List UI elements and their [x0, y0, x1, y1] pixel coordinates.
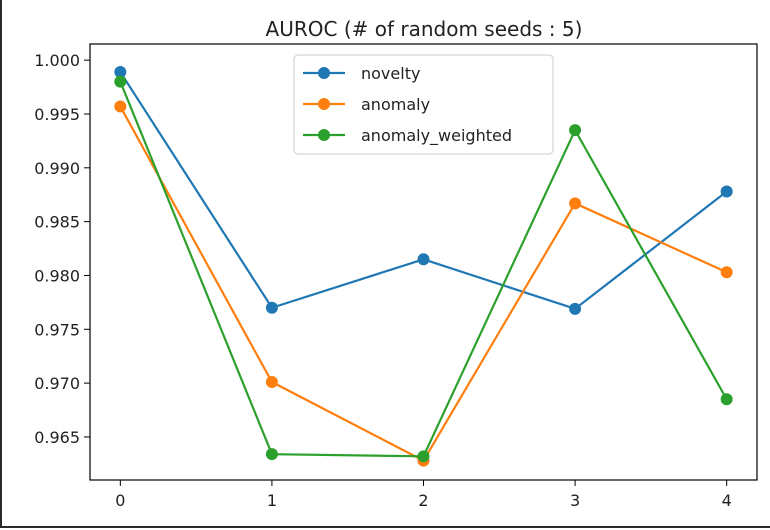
legend-label: anomaly_weighted	[361, 126, 512, 146]
legend-item: anomaly	[303, 95, 430, 114]
legend-item: novelty	[303, 64, 420, 83]
series-anomaly-weighted	[114, 75, 733, 463]
data-point	[720, 393, 733, 406]
chart-title: AUROC (# of random seeds : 5)	[266, 17, 583, 41]
x-tick-label: 3	[570, 491, 580, 510]
data-point	[720, 266, 733, 279]
legend-label: novelty	[361, 64, 420, 83]
series-novelty	[114, 65, 733, 315]
y-tick-label: 0.965	[34, 428, 80, 447]
data-point	[265, 376, 278, 389]
legend-label: anomaly	[361, 95, 430, 114]
y-tick-label: 0.985	[34, 213, 80, 232]
data-point	[569, 197, 582, 210]
data-point	[720, 185, 733, 198]
data-point	[114, 65, 127, 78]
legend-marker	[318, 67, 330, 79]
x-tick-label: 2	[418, 491, 428, 510]
data-point	[417, 253, 430, 266]
data-point	[417, 450, 430, 463]
y-tick-label: 0.995	[34, 105, 80, 124]
data-point	[114, 100, 127, 113]
series-anomaly	[114, 100, 733, 467]
legend-box	[293, 54, 554, 155]
legend-item: anomaly_weighted	[303, 126, 512, 146]
legend-marker	[318, 98, 330, 110]
data-point	[265, 301, 278, 314]
series-line	[119, 105, 728, 463]
x-tick-label: 0	[115, 491, 125, 510]
legend-marker	[318, 129, 330, 141]
x-tick-label: 4	[722, 491, 732, 510]
data-point	[569, 302, 582, 315]
data-point	[569, 124, 582, 137]
y-tick-label: 0.990	[34, 159, 80, 178]
y-tick-label: 1.000	[34, 51, 80, 70]
y-tick-label: 0.980	[34, 266, 80, 285]
data-point	[114, 75, 127, 88]
y-tick-label: 0.970	[34, 374, 80, 393]
legend: novelty anomaly anomaly_weighted	[293, 54, 554, 155]
series-layer	[114, 65, 733, 467]
axes: 0 1 2 3 4 0.965 0.970 0.975 0.980 0.985 0.990 0.995…	[34, 43, 758, 510]
y-tick-label: 0.975	[34, 320, 80, 339]
x-tick-label: 1	[267, 491, 277, 510]
data-point	[265, 448, 278, 461]
